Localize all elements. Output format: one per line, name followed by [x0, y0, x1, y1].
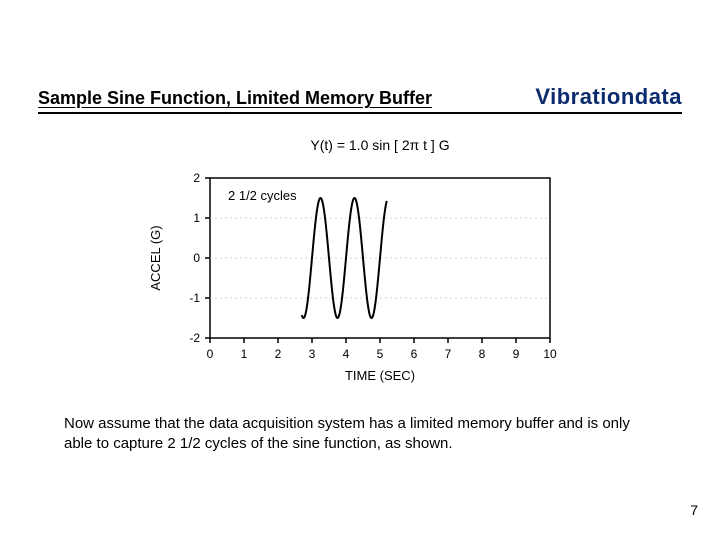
- svg-text:4: 4: [343, 347, 350, 361]
- svg-text:-2: -2: [189, 331, 200, 345]
- brand-logo: Vibrationdata: [535, 84, 682, 110]
- chart-container: Y(t) = 1.0 sin [ 2π t ] G012345678910-2-…: [0, 128, 720, 398]
- svg-text:0: 0: [193, 251, 200, 265]
- sine-chart: Y(t) = 1.0 sin [ 2π t ] G012345678910-2-…: [140, 128, 580, 398]
- svg-text:Y(t) = 1.0 sin [ 2π t ] G: Y(t) = 1.0 sin [ 2π t ] G: [310, 137, 449, 153]
- svg-text:2: 2: [275, 347, 282, 361]
- svg-text:1: 1: [241, 347, 248, 361]
- svg-text:5: 5: [377, 347, 384, 361]
- svg-text:2: 2: [193, 171, 200, 185]
- header-divider: [38, 112, 682, 114]
- svg-text:1: 1: [193, 211, 200, 225]
- svg-text:8: 8: [479, 347, 486, 361]
- svg-text:2 1/2 cycles: 2 1/2 cycles: [228, 188, 297, 203]
- svg-text:TIME (SEC): TIME (SEC): [345, 368, 415, 383]
- caption-line-1: Now assume that the data acquisition sys…: [64, 415, 554, 432]
- slide-title: Sample Sine Function, Limited Memory Buf…: [38, 88, 432, 109]
- page-number: 7: [690, 502, 698, 518]
- svg-text:ACCEL (G): ACCEL (G): [148, 225, 163, 290]
- svg-text:10: 10: [543, 347, 557, 361]
- svg-text:6: 6: [411, 347, 418, 361]
- svg-text:0: 0: [207, 347, 214, 361]
- svg-text:9: 9: [513, 347, 520, 361]
- svg-text:3: 3: [309, 347, 316, 361]
- svg-text:7: 7: [445, 347, 452, 361]
- svg-text:-1: -1: [189, 291, 200, 305]
- caption-text: Now assume that the data acquisition sys…: [64, 414, 660, 455]
